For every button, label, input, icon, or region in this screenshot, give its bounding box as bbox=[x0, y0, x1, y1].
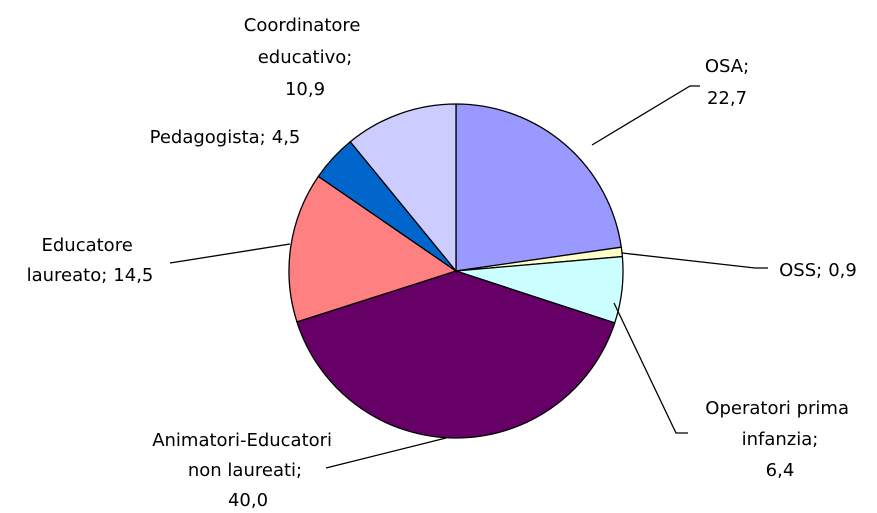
slice-label: OSS; bbox=[779, 260, 822, 281]
value-label: 22,7 bbox=[707, 88, 747, 109]
label-line: laureato; bbox=[27, 265, 108, 286]
slice-label: Educatore laureato; bbox=[27, 235, 139, 286]
pie-slice bbox=[288, 175, 458, 323]
slice-label: Coordinatore educativo; bbox=[244, 15, 366, 68]
value-label: 4,5 bbox=[272, 127, 301, 148]
label-line: Coordinatore bbox=[244, 15, 366, 36]
label-line: OSA; bbox=[705, 56, 749, 77]
slice-label: Pedagogista; bbox=[150, 127, 266, 148]
leader-line bbox=[325, 437, 447, 469]
label-line: OSS; bbox=[779, 260, 822, 281]
label-line: Animatori-Educatori bbox=[152, 430, 338, 451]
slice-label: OSA; bbox=[705, 56, 749, 77]
pie-slice bbox=[455, 103, 623, 272]
pie-slice bbox=[296, 270, 616, 439]
slice-label: Animatori-Educatori non laureati; bbox=[152, 430, 338, 481]
leader-line bbox=[591, 85, 700, 146]
label-line: non laureati; bbox=[188, 460, 302, 481]
label-line: Educatore bbox=[41, 235, 138, 256]
label-line: infanzia; bbox=[742, 429, 819, 450]
label-line: Operatori prima bbox=[705, 398, 854, 419]
slice-label: Operatori prima infanzia; bbox=[705, 398, 854, 450]
label-line: Pedagogista; bbox=[150, 127, 266, 148]
value-label: 10,9 bbox=[285, 79, 325, 100]
value-label: 14,5 bbox=[113, 265, 153, 286]
label-line: educativo; bbox=[258, 47, 353, 68]
leader-line bbox=[169, 243, 291, 264]
leader-line bbox=[621, 252, 768, 269]
pie-slice bbox=[349, 103, 457, 273]
value-label: 0,9 bbox=[828, 260, 857, 281]
leader-line bbox=[613, 302, 688, 434]
value-label: 6,4 bbox=[766, 460, 795, 481]
value-label: 40,0 bbox=[228, 490, 268, 511]
